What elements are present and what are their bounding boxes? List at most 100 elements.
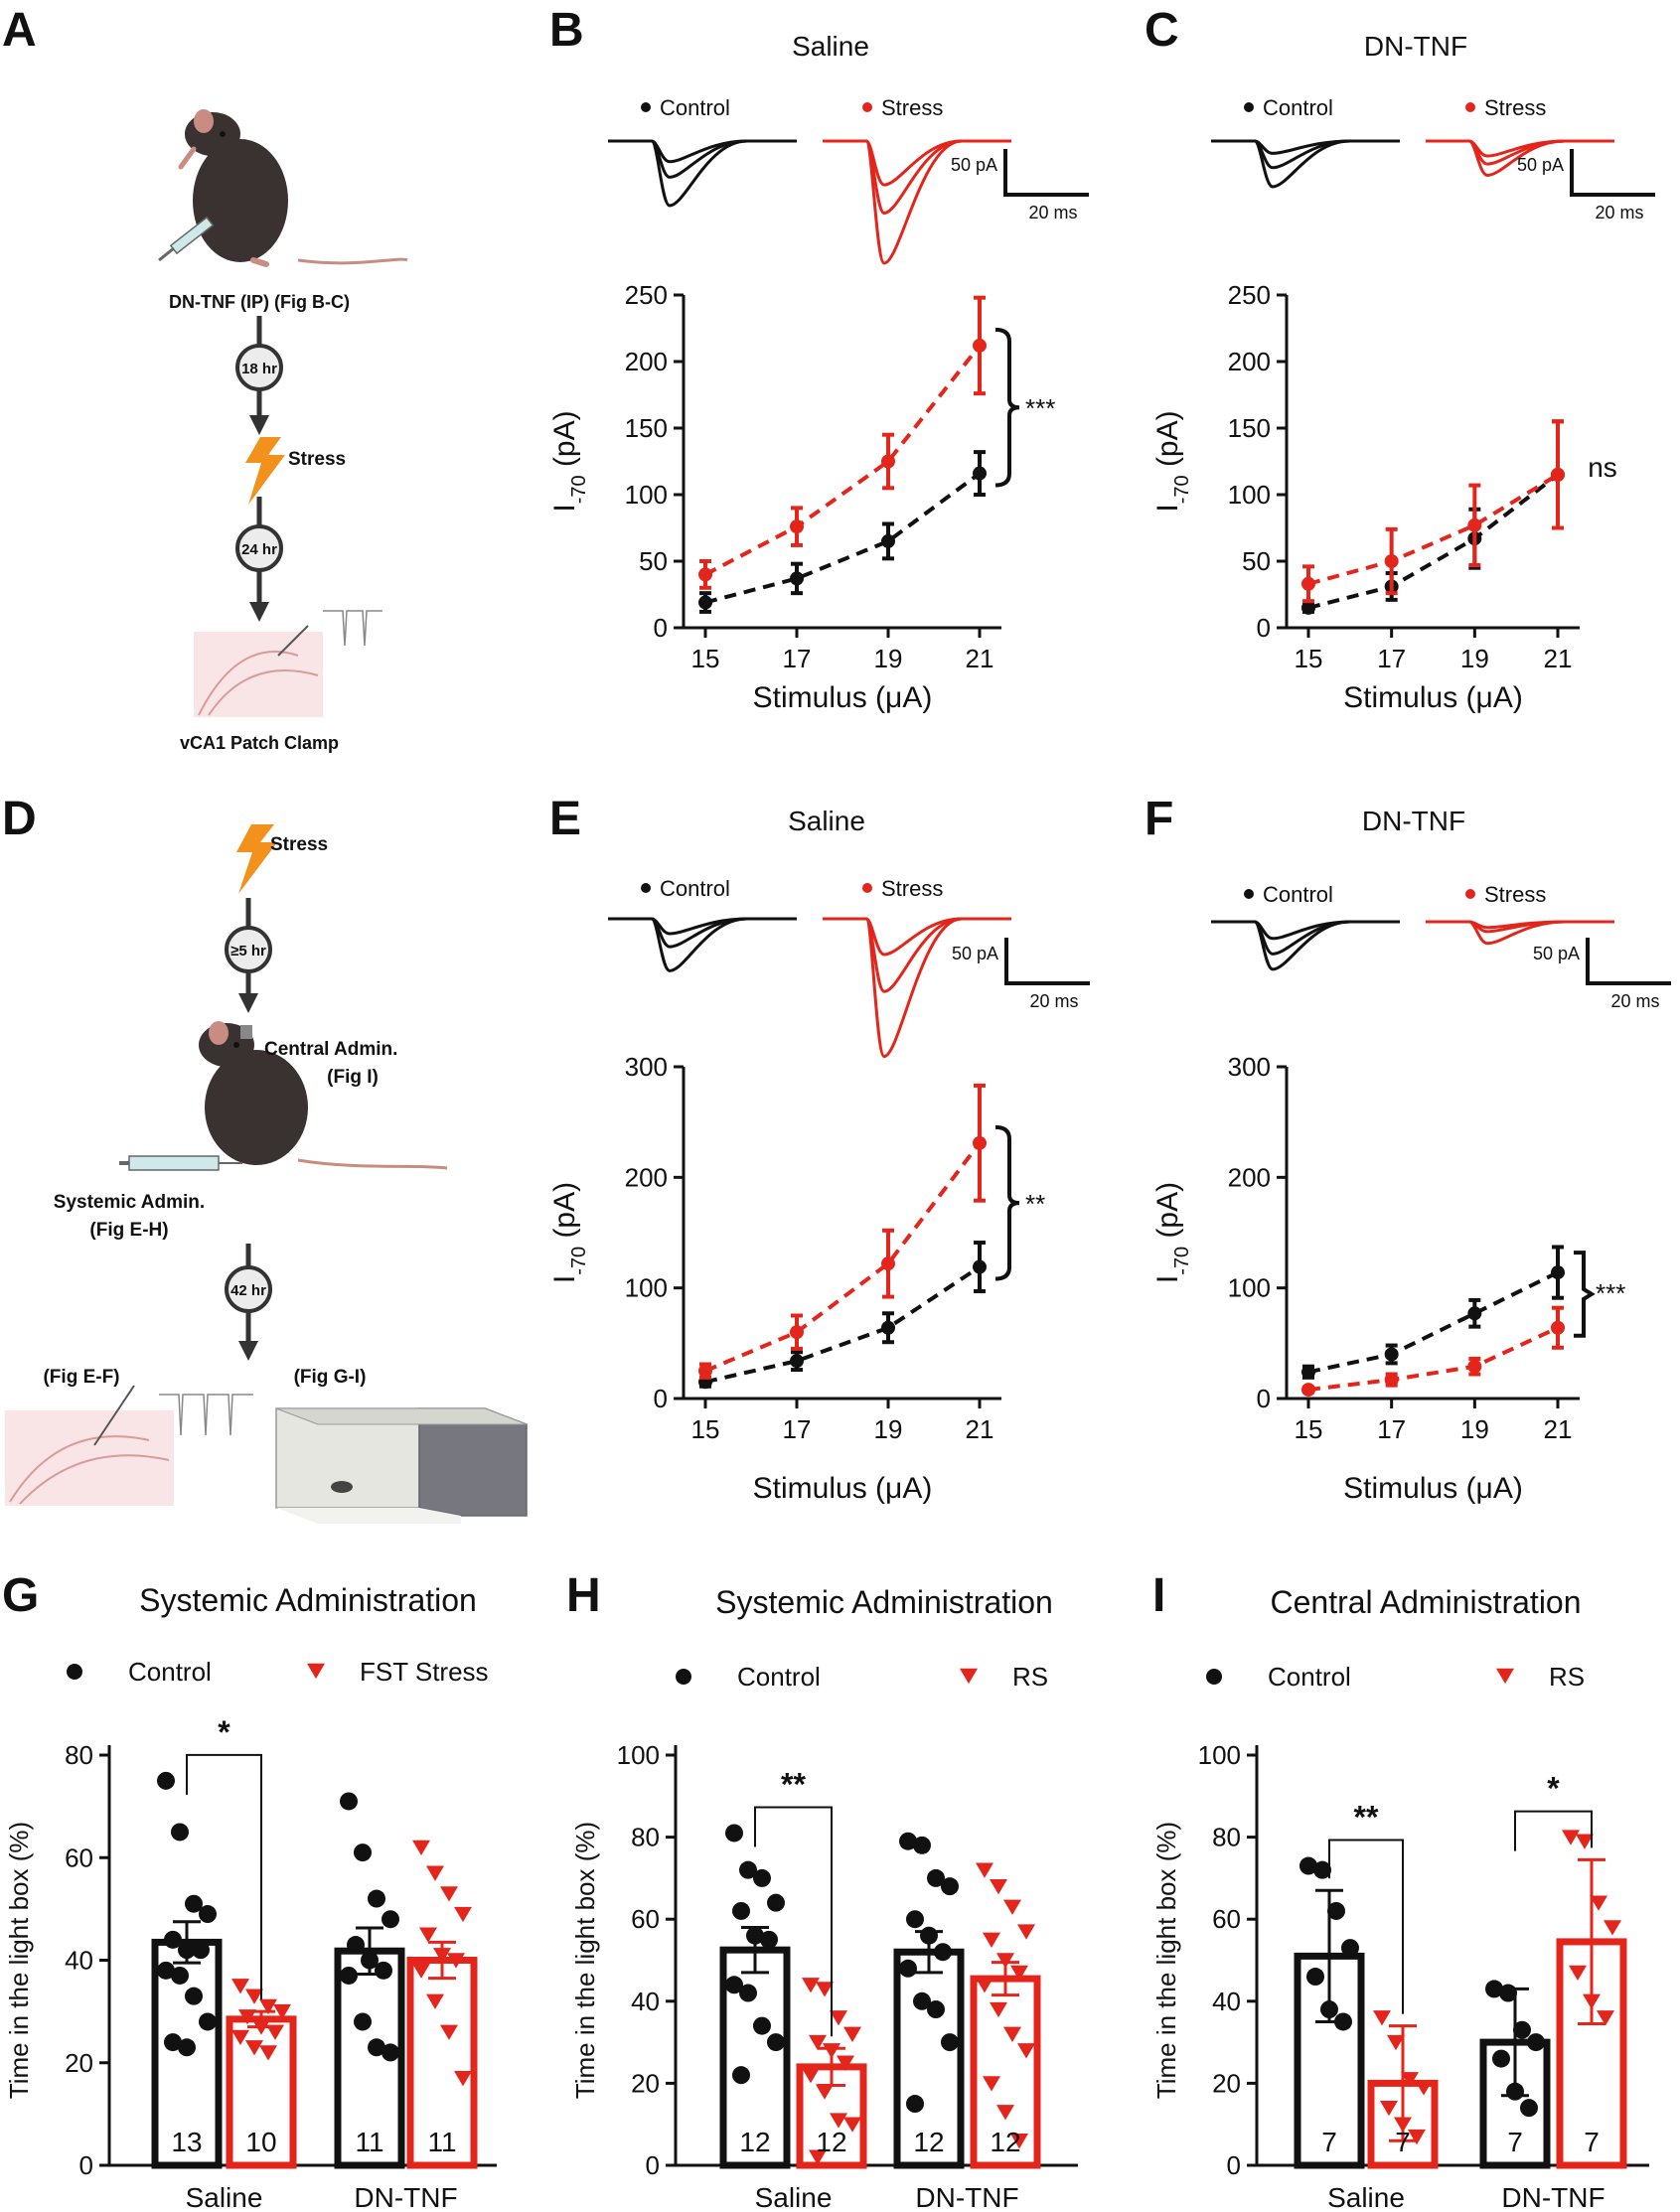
data-point-stress (1551, 467, 1565, 482)
data-point-stress (1003, 2026, 1021, 2042)
y-tick-label: 0 (1257, 1384, 1271, 1413)
legend-marker-stress (960, 1668, 978, 1685)
data-point-control (698, 595, 712, 610)
y-tick-label: 60 (1212, 1904, 1241, 1934)
data-point-stress (454, 1906, 472, 1923)
line-chart-f: DN-TNF Control Stress 50 pA 20 ms 0 100 200 300 1… (1151, 806, 1671, 1505)
y-tick-label: 60 (631, 1904, 660, 1934)
data-point-stress (809, 2149, 827, 2165)
y-tick-label: 200 (625, 1162, 668, 1192)
y-tick-label: 150 (1228, 413, 1271, 443)
data-point-control (973, 466, 987, 481)
data-point-stress (1017, 2043, 1035, 2059)
data-point-stress (790, 1325, 804, 1340)
legend-marker-control (1206, 1669, 1222, 1685)
scale-bar (1586, 938, 1671, 985)
y-tick-label: 300 (625, 1052, 668, 1082)
data-point-stress (809, 2034, 827, 2051)
data-point-control (1320, 2000, 1338, 2019)
lightning-icon (236, 824, 277, 894)
schematic-a: DN-TNF (IP) (Fig B-C) 18 hr Stress 24 hr… (158, 109, 408, 753)
data-point-control (368, 2038, 385, 2057)
data-point-control (760, 1930, 778, 1949)
legend-label-control: Control (1263, 882, 1333, 907)
panel-letter-e: E (549, 793, 581, 845)
significance-label: ** (781, 1766, 806, 1802)
patch-clamp-label: vCA1 Patch Clamp (180, 733, 339, 753)
data-point-control (178, 1941, 196, 1960)
data-point-control (913, 1836, 931, 1854)
data-point-stress (273, 2003, 291, 2020)
data-point-stress (454, 2071, 472, 2087)
data-point-control (1384, 1347, 1399, 1362)
data-point-stress (447, 1953, 465, 1969)
y-tick-label: 100 (617, 1740, 660, 1770)
data-point-stress (1590, 1895, 1607, 1911)
series-line-stress (704, 344, 982, 577)
y-axis-label: I-70 (pA) (1151, 1182, 1193, 1283)
y-axis-label: Time in the light box (%) (4, 1822, 34, 2099)
data-point-stress (1562, 1830, 1580, 1845)
light-dark-box-icon (275, 1407, 528, 1524)
data-point-control (354, 1843, 372, 1862)
scale-bar-x-label: 20 ms (1028, 203, 1077, 222)
stress-label-d: Stress (270, 834, 328, 855)
data-point-control (1492, 2049, 1510, 2068)
data-point-control (753, 2016, 771, 2035)
data-point-stress (259, 2045, 277, 2061)
data-point-stress (1576, 1834, 1594, 1849)
fig-gi-label: (Fig G-I) (294, 1367, 367, 1388)
legend-marker-control (67, 1664, 82, 1680)
y-tick-label: 20 (631, 2068, 660, 2098)
data-point-control (354, 2012, 372, 2031)
data-point-stress (1384, 554, 1399, 568)
x-tick-label: 19 (1460, 644, 1489, 673)
x-tick-label: DN-TNF (1501, 2182, 1604, 2212)
legend-marker-stress (862, 883, 872, 893)
data-point-control (934, 1943, 952, 1962)
schematic-d: Stress ≥5 hr Central Admin. (Fig I) Syst… (5, 824, 528, 1524)
legend-label-control: Control (1268, 1662, 1351, 1692)
data-point-control (1306, 1968, 1324, 1987)
data-point-control (157, 1771, 175, 1790)
n-label: 11 (355, 2127, 383, 2157)
current-trace-control-3 (608, 139, 797, 208)
x-tick-label: 21 (966, 644, 994, 673)
legend-label-control: Control (660, 95, 730, 120)
systemic-admin-fig: (Fig E-H) (89, 1220, 168, 1241)
data-point-stress (837, 2055, 854, 2071)
significance-bracket (994, 1124, 1020, 1281)
x-tick-label: DN-TNF (354, 2182, 457, 2212)
series-line-stress (1307, 1325, 1559, 1393)
current-trace-stress-3 (1426, 920, 1614, 946)
x-tick-label: Saline (186, 2182, 263, 2212)
data-point-stress (426, 1993, 444, 2009)
data-point-stress (1408, 2129, 1426, 2145)
series-line-control (1307, 1270, 1559, 1375)
data-point-stress (1467, 1359, 1482, 1374)
data-point-control (199, 2012, 217, 2031)
current-trace-stress-1 (1426, 139, 1614, 158)
panel-letter-b: B (549, 4, 584, 57)
legend-label-stress: Stress (1484, 95, 1546, 120)
data-point-control (913, 1991, 931, 2010)
panel-letter-h: H (566, 1569, 601, 1622)
data-point-control (927, 2000, 945, 2019)
data-point-control (368, 1889, 385, 1908)
scale-bar (1570, 149, 1655, 197)
x-tick-label: 17 (1377, 644, 1406, 673)
data-point-stress (412, 1963, 430, 1979)
series-line-control (704, 471, 982, 605)
data-point-control (906, 2095, 924, 2114)
y-axis-label: I-70 (pA) (548, 410, 590, 512)
data-point-control (732, 1901, 750, 1920)
scale-bar-y-label: 50 pA (952, 944, 998, 963)
data-point-control (340, 1966, 358, 1985)
legend-marker-control (676, 1669, 691, 1685)
data-point-stress (830, 2113, 847, 2129)
current-trace-control-3 (1211, 920, 1400, 971)
mouse-icon (178, 109, 408, 267)
significance-bracket (1514, 1810, 1593, 1851)
data-point-control (881, 1320, 895, 1335)
